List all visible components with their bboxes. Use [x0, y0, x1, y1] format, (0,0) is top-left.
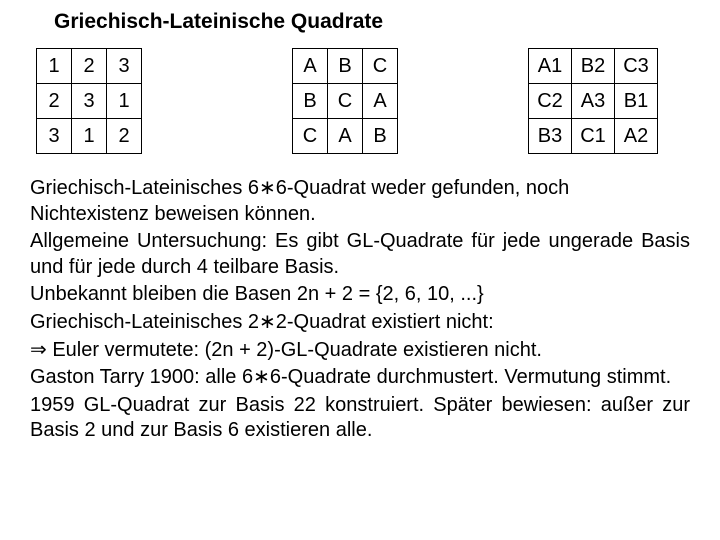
spacer: [398, 48, 528, 154]
paragraph: ⇒ Euler vermutete: (2n + 2)-GL-Quadrate …: [30, 338, 690, 364]
square-cell: 2: [72, 49, 107, 84]
square-cell: 3: [72, 84, 107, 119]
square-cell: C2: [529, 84, 572, 119]
page-title: Griechisch-Lateinische Quadrate: [54, 10, 690, 34]
paragraph: 1959 GL-Quadrat zur Basis 22 konstruiert…: [30, 393, 690, 444]
square-cell: 1: [72, 119, 107, 154]
body-text: Griechisch-Lateinisches 6∗6-Quadrat wede…: [30, 176, 690, 444]
paragraph: Gaston Tarry 1900: alle 6∗6-Quadrate dur…: [30, 365, 690, 391]
square-cell: B2: [572, 49, 615, 84]
square-cell: C1: [572, 119, 615, 154]
square-cell: B3: [529, 119, 572, 154]
square-cell: 1: [37, 49, 72, 84]
paragraph: Unbekannt bleiben die Basen 2n + 2 = {2,…: [30, 282, 690, 308]
square-cell: A: [363, 84, 398, 119]
square-cell: A: [293, 49, 328, 84]
paragraph: Griechisch-Lateinisches 6∗6-Quadrat wede…: [30, 176, 690, 227]
square-cell: C: [363, 49, 398, 84]
spacer: [142, 48, 292, 154]
square-cell: 3: [107, 49, 142, 84]
latin-square-numbers: 123231312: [36, 48, 142, 154]
squares-container: 123231312 ABCBCACAB A1B2C3C2A3B1B3C1A2: [30, 48, 690, 154]
square-cell: 2: [37, 84, 72, 119]
square-cell: A: [328, 119, 363, 154]
paragraph: Allgemeine Untersuchung: Es gibt GL-Quad…: [30, 229, 690, 280]
square-cell: B1: [615, 84, 658, 119]
square-cell: 2: [107, 119, 142, 154]
square-cell: 1: [107, 84, 142, 119]
square-cell: A3: [572, 84, 615, 119]
latin-square-letters: ABCBCACAB: [292, 48, 398, 154]
square-cell: 3: [37, 119, 72, 154]
square-cell: B: [293, 84, 328, 119]
square-cell: C: [293, 119, 328, 154]
square-cell: C: [328, 84, 363, 119]
square-cell: A1: [529, 49, 572, 84]
square-cell: B: [363, 119, 398, 154]
square-cell: B: [328, 49, 363, 84]
square-cell: A2: [615, 119, 658, 154]
graeco-latin-square: A1B2C3 C2A3B1 B3C1A2: [528, 48, 658, 154]
square-cell: C3: [615, 49, 658, 84]
paragraph: Griechisch-Lateinisches 2∗2-Quadrat exis…: [30, 310, 690, 336]
